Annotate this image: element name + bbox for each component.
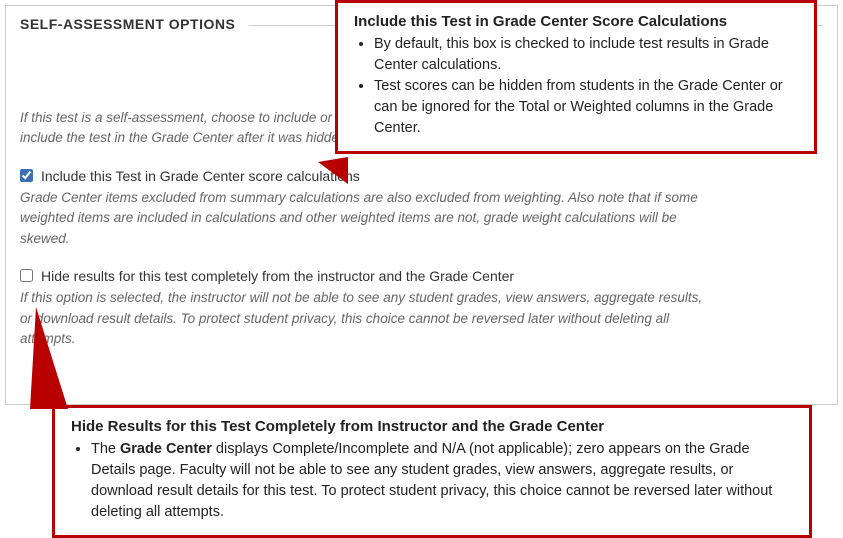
callout-arrow-icon bbox=[318, 157, 348, 184]
hide-checkbox[interactable] bbox=[20, 269, 33, 282]
option-include-row: Include this Test in Grade Center score … bbox=[6, 167, 837, 187]
callout-hide: Hide Results for this Test Completely fr… bbox=[52, 405, 812, 538]
callout-arrow-icon bbox=[30, 307, 68, 409]
option-hide-row: Hide results for this test completely fr… bbox=[6, 267, 837, 287]
callout-include-bullet: By default, this box is checked to inclu… bbox=[374, 34, 798, 76]
panel-title: SELF-ASSESSMENT OPTIONS bbox=[20, 16, 235, 32]
hide-label: Hide results for this test completely fr… bbox=[41, 267, 514, 287]
include-label: Include this Test in Grade Center score … bbox=[41, 167, 360, 187]
include-help: Grade Center items excluded from summary… bbox=[6, 186, 726, 249]
callout-hide-body: The Grade Center displays Complete/Incom… bbox=[91, 439, 793, 523]
callout-hide-list: The Grade Center displays Complete/Incom… bbox=[71, 439, 793, 523]
callout-include-list: By default, this box is checked to inclu… bbox=[354, 34, 798, 139]
callout-hide-title: Hide Results for this Test Completely fr… bbox=[71, 418, 793, 435]
callout-hide-body-prefix: The bbox=[91, 441, 120, 457]
callout-include-bullet: Test scores can be hidden from students … bbox=[374, 76, 798, 139]
callout-include: Include this Test in Grade Center Score … bbox=[335, 0, 817, 154]
callout-include-title: Include this Test in Grade Center Score … bbox=[354, 13, 798, 30]
callout-hide-body-bold: Grade Center bbox=[120, 441, 212, 457]
include-checkbox[interactable] bbox=[20, 169, 33, 182]
hide-help: If this option is selected, the instruct… bbox=[6, 286, 726, 349]
